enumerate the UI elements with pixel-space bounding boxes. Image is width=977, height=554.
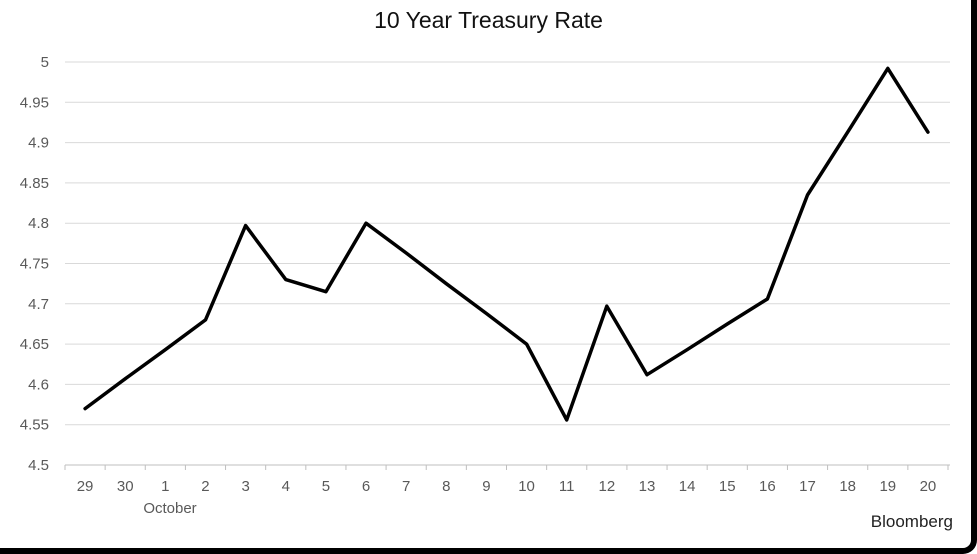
x-axis-tick-label: 4 <box>282 478 290 495</box>
y-axis-tick-label: 4.8 <box>28 215 49 232</box>
x-axis-tick-label: 14 <box>679 478 696 495</box>
x-axis-tick-label: 9 <box>482 478 490 495</box>
y-axis-tick-label: 4.95 <box>20 94 49 111</box>
x-axis-tick-label: 29 <box>77 478 94 495</box>
x-axis-tick-label: 11 <box>559 478 575 495</box>
x-axis-tick-label: 15 <box>719 478 736 495</box>
x-axis-tick-label: 5 <box>322 478 330 495</box>
y-axis-tick-label: 5 <box>41 54 49 71</box>
x-axis-tick-label: 20 <box>920 478 937 495</box>
x-axis-tick-label: 3 <box>241 478 249 495</box>
y-axis-tick-label: 4.75 <box>20 256 49 273</box>
x-axis-tick-label: 2 <box>201 478 209 495</box>
y-axis-tick-label: 4.6 <box>28 376 49 393</box>
x-axis-tick-label: 12 <box>598 478 615 495</box>
y-axis-tick-label: 4.85 <box>20 175 49 192</box>
x-axis-tick-label: 13 <box>639 478 656 495</box>
y-axis-tick-label: 4.55 <box>20 417 49 434</box>
x-axis-tick-label: 6 <box>362 478 370 495</box>
x-axis-tick-label: 18 <box>839 478 856 495</box>
x-axis-tick-label: 8 <box>442 478 450 495</box>
x-axis-tick-label: 17 <box>799 478 816 495</box>
y-axis-tick-label: 4.5 <box>28 457 49 474</box>
chart-title: 10 Year Treasury Rate <box>374 7 603 33</box>
x-axis-tick-label: 16 <box>759 478 776 495</box>
treasury-rate-line <box>83 66 930 422</box>
x-axis-tick-label: 30 <box>117 478 134 495</box>
y-axis-tick-label: 4.9 <box>28 135 49 152</box>
source-label: Bloomberg <box>870 512 953 531</box>
x-axis-tick-label: 19 <box>879 478 896 495</box>
y-axis-tick-label: 4.7 <box>28 296 49 313</box>
month-label: October <box>143 500 197 517</box>
x-axis-tick-label: 10 <box>518 478 535 495</box>
x-axis-tick-label: 7 <box>402 478 410 495</box>
y-axis-tick-label: 4.65 <box>20 336 49 353</box>
x-axis-tick-label: 1 <box>161 478 169 495</box>
